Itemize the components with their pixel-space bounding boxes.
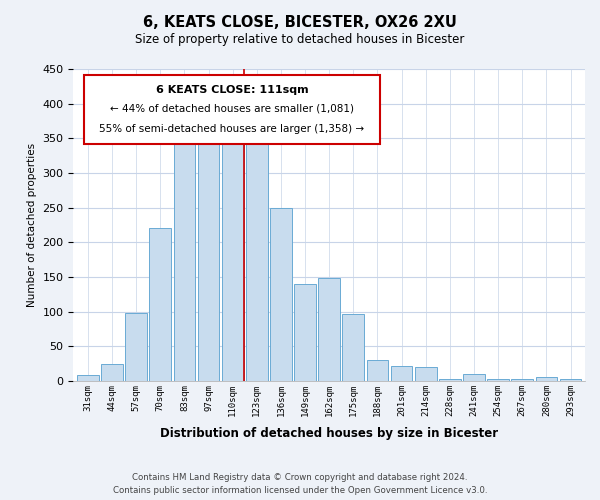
X-axis label: Distribution of detached houses by size in Bicester: Distribution of detached houses by size …	[160, 427, 498, 440]
Text: 6, KEATS CLOSE, BICESTER, OX26 2XU: 6, KEATS CLOSE, BICESTER, OX26 2XU	[143, 15, 457, 30]
Bar	[463, 374, 485, 381]
Text: Contains HM Land Registry data © Crown copyright and database right 2024.
Contai: Contains HM Land Registry data © Crown c…	[113, 473, 487, 495]
Bar	[197, 126, 220, 381]
Bar	[560, 380, 581, 381]
Bar	[101, 364, 123, 381]
FancyBboxPatch shape	[83, 75, 380, 144]
Bar	[415, 367, 437, 381]
Bar	[367, 360, 388, 381]
Bar	[173, 132, 195, 381]
Bar	[149, 228, 171, 381]
Text: Size of property relative to detached houses in Bicester: Size of property relative to detached ho…	[136, 32, 464, 46]
Bar	[511, 380, 533, 381]
Bar	[343, 314, 364, 381]
Text: 55% of semi-detached houses are larger (1,358) →: 55% of semi-detached houses are larger (…	[100, 124, 365, 134]
Bar	[391, 366, 412, 381]
Bar	[319, 278, 340, 381]
Bar	[77, 376, 99, 381]
Text: ← 44% of detached houses are smaller (1,081): ← 44% of detached houses are smaller (1,…	[110, 104, 354, 114]
Text: 6 KEATS CLOSE: 111sqm: 6 KEATS CLOSE: 111sqm	[155, 84, 308, 94]
Bar	[222, 126, 244, 381]
Bar	[487, 380, 509, 381]
Bar	[536, 378, 557, 381]
Bar	[246, 135, 268, 381]
Bar	[125, 313, 147, 381]
Bar	[439, 380, 461, 381]
Bar	[294, 284, 316, 381]
Bar	[270, 208, 292, 381]
Y-axis label: Number of detached properties: Number of detached properties	[27, 143, 37, 307]
